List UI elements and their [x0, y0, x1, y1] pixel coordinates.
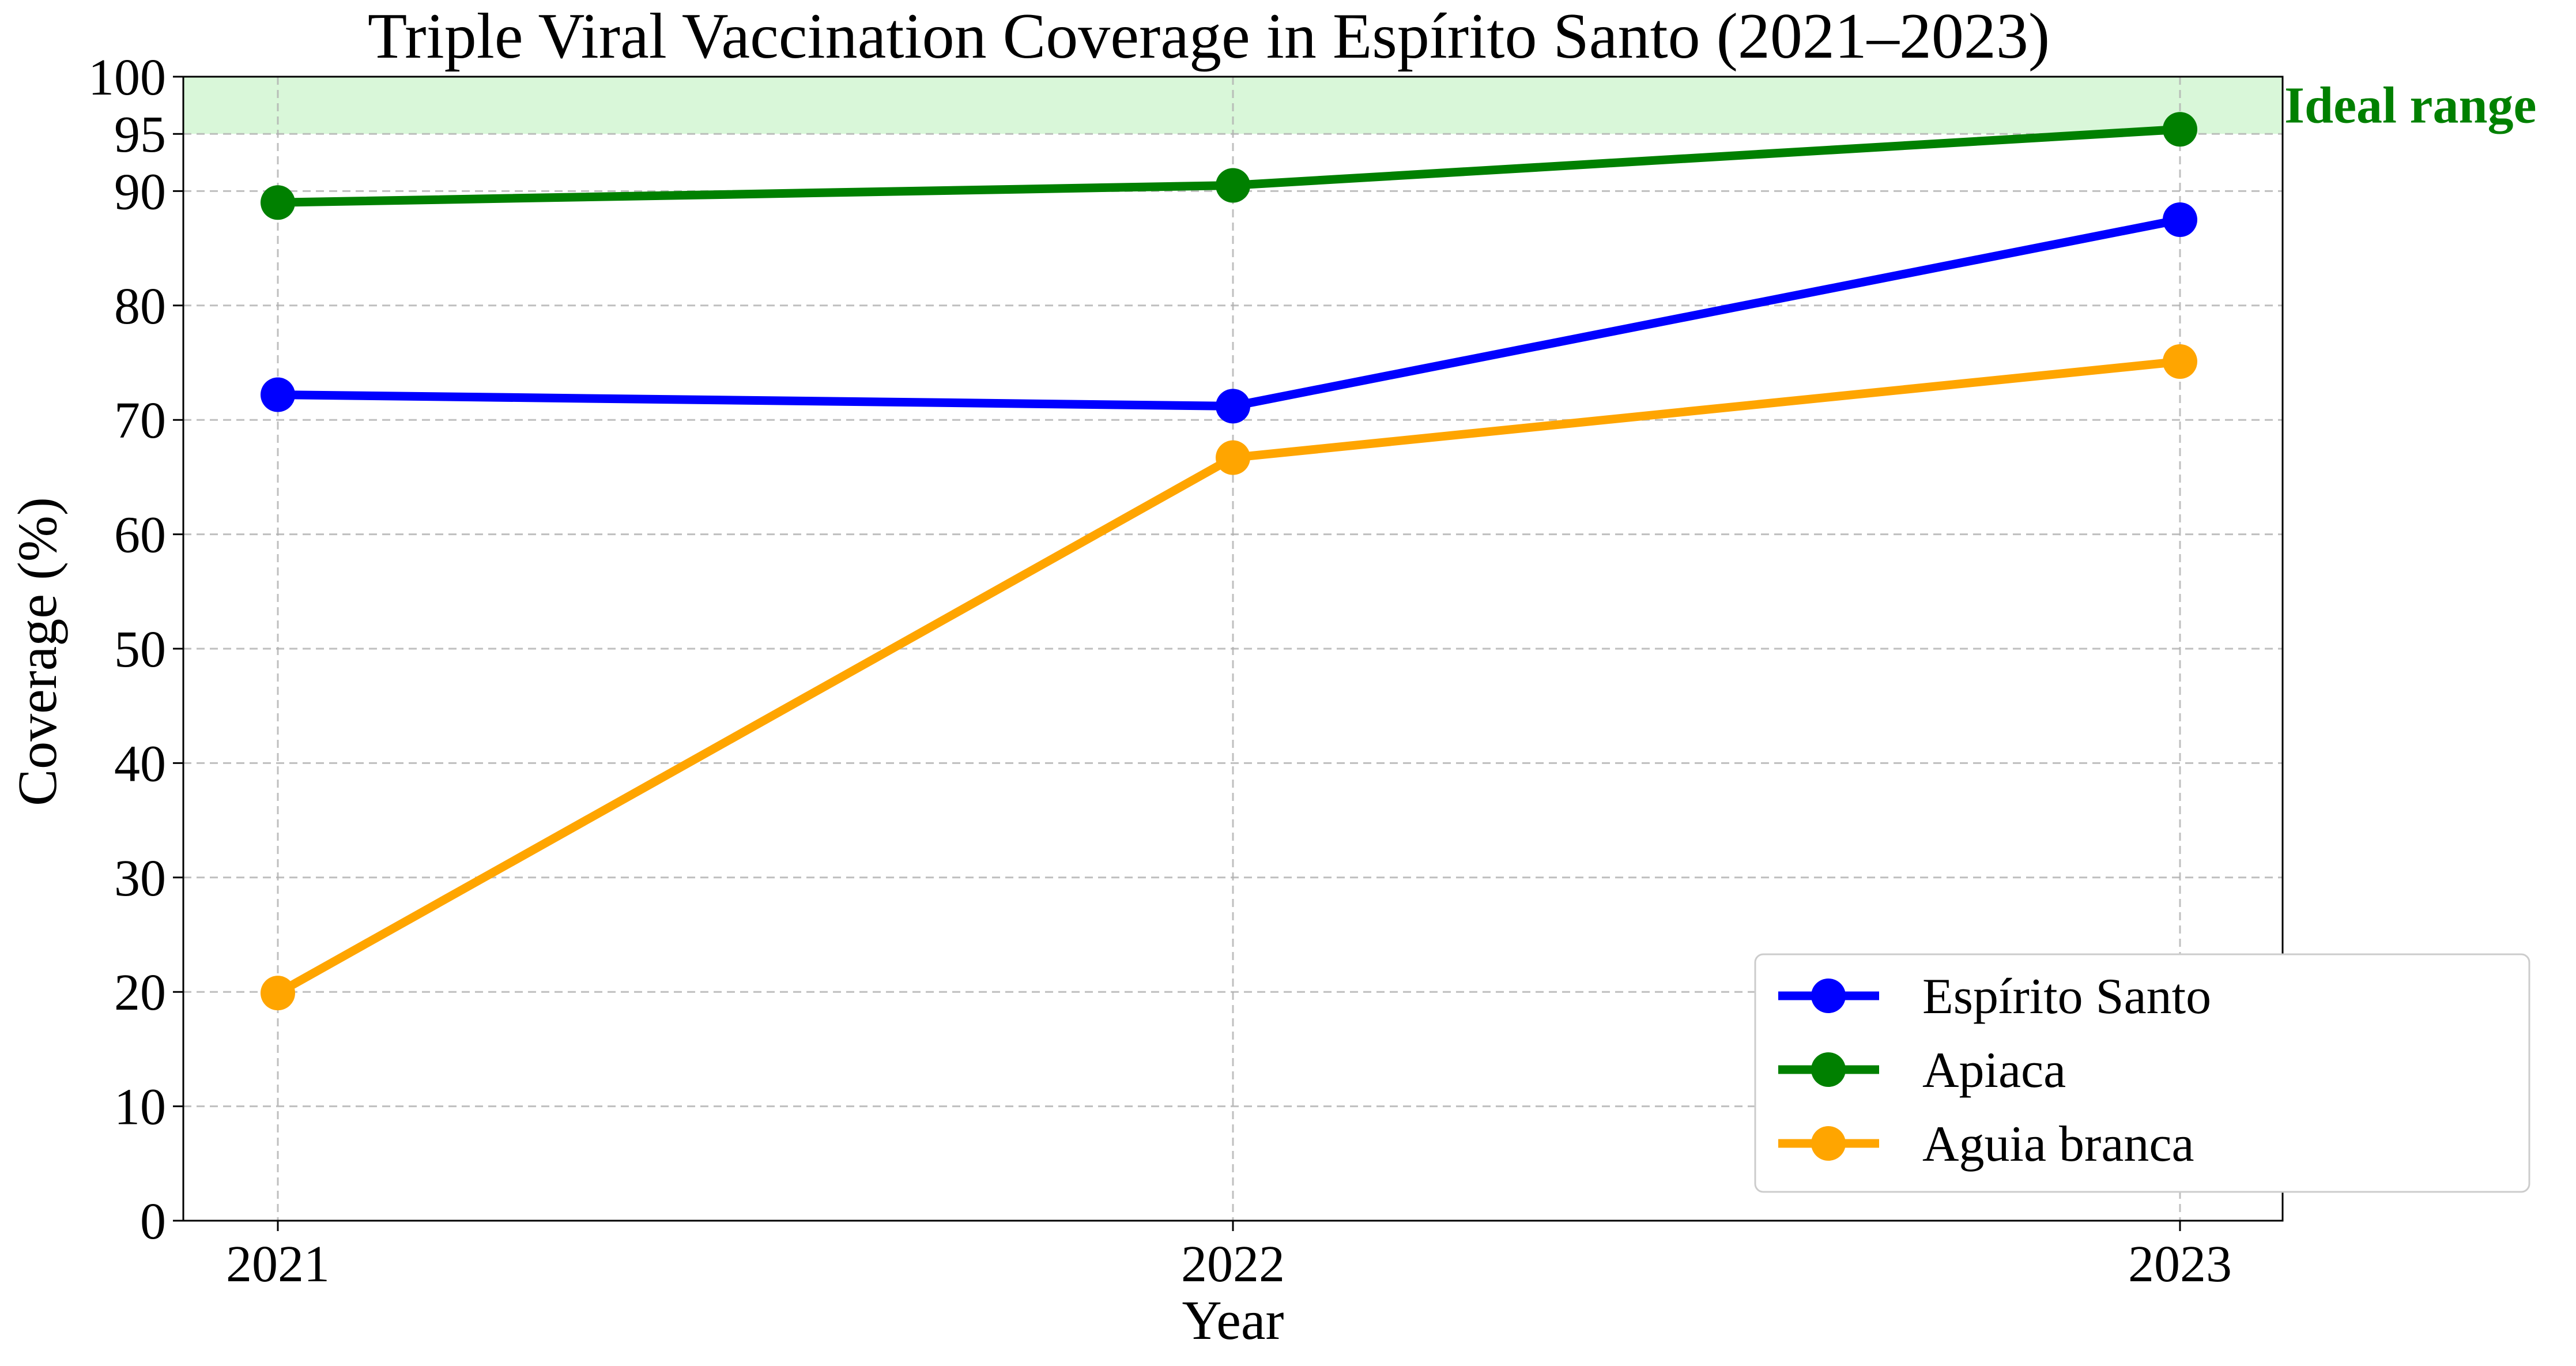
y-tick-label: 30 [114, 850, 166, 907]
data-point [261, 976, 295, 1011]
x-tick-label: 2022 [1181, 1236, 1285, 1293]
legend-entry: Apiaca [1778, 1043, 2066, 1098]
y-tick-label: 40 [114, 735, 166, 792]
x-axis-ticks: 2021 2022 2023 [226, 1221, 2232, 1293]
legend-swatch-marker [1811, 979, 1846, 1013]
y-tick-label: 20 [114, 964, 166, 1021]
data-point [2163, 344, 2197, 379]
y-tick-label: 70 [114, 392, 166, 449]
y-tick-label: 90 [114, 163, 166, 220]
data-point [2163, 202, 2197, 237]
legend-entry: Espírito Santo [1778, 969, 2211, 1025]
data-point [261, 377, 295, 412]
data-point [1216, 389, 1250, 424]
y-tick-label: 100 [88, 49, 166, 106]
data-point [1216, 440, 1250, 475]
legend-box [1754, 953, 2530, 1193]
y-tick-label: 60 [114, 507, 166, 564]
data-point [261, 185, 295, 220]
legend-swatch-marker [1811, 1126, 1846, 1161]
series-lines [261, 112, 2197, 1011]
y-tick-label: 50 [114, 621, 166, 678]
series-apiaca [261, 112, 2197, 220]
series-espirito-santo [261, 202, 2197, 424]
x-axis-label: Year [1182, 1289, 1284, 1351]
x-tick-label: 2021 [226, 1236, 330, 1293]
legend: Espírito Santo Apiaca Aguia branca [1754, 953, 2530, 1193]
grid [183, 77, 2283, 1221]
legend-label: Apiaca [1922, 1043, 2066, 1098]
ideal-range-label: Ideal range [2284, 77, 2536, 134]
legend-swatch-marker [1811, 1052, 1846, 1087]
y-tick-label: 10 [114, 1079, 166, 1136]
series-aguia-branca [261, 344, 2197, 1011]
data-point [2163, 112, 2197, 147]
x-tick-label: 2023 [2128, 1236, 2232, 1293]
chart-title: Triple Viral Vaccination Coverage in Esp… [368, 1, 2050, 72]
y-tick-label: 80 [114, 278, 166, 335]
data-point [1216, 168, 1250, 203]
legend-entry: Aguia branca [1778, 1116, 2194, 1172]
legend-label: Aguia branca [1922, 1116, 2194, 1172]
y-tick-label: 0 [140, 1193, 166, 1250]
legend-label: Espírito Santo [1922, 969, 2211, 1025]
y-axis-label: Coverage (%) [6, 497, 68, 806]
y-tick-label: 95 [114, 106, 166, 163]
